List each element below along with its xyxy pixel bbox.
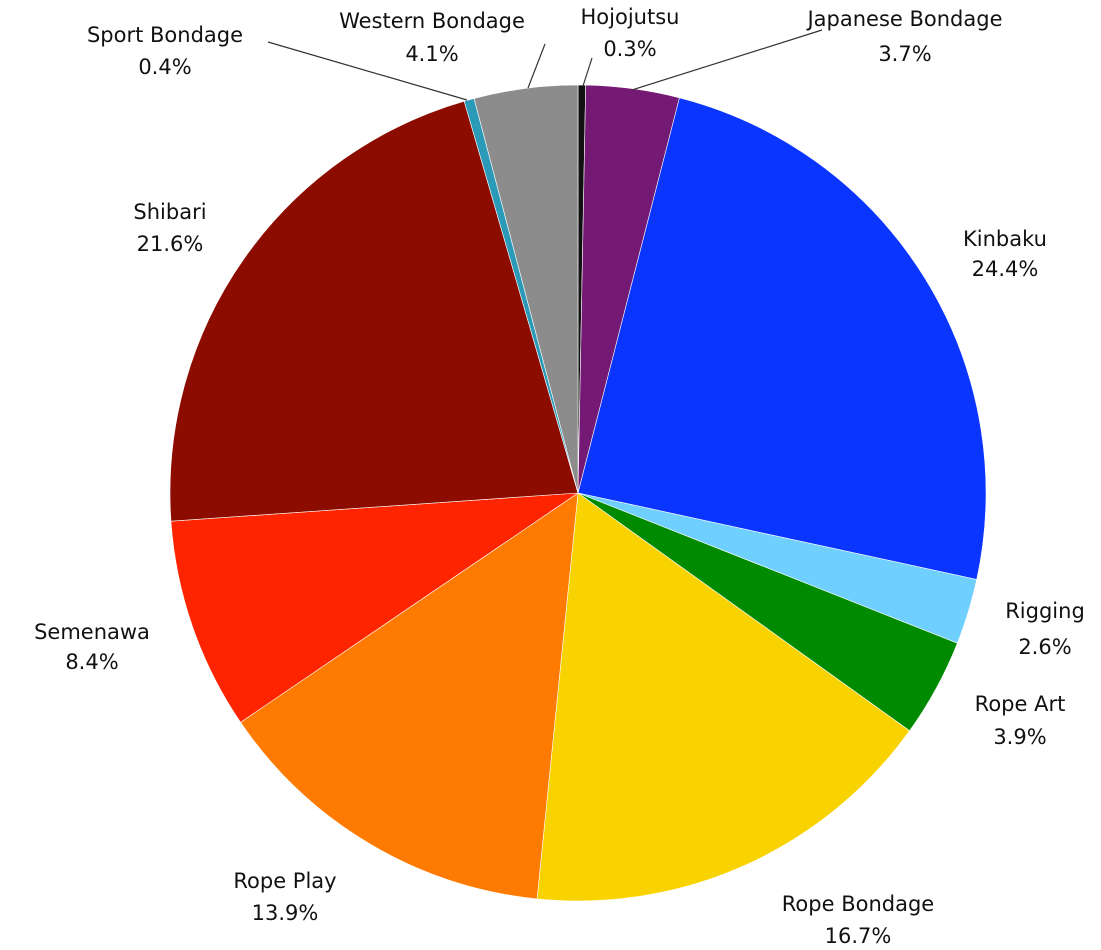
pie-slice xyxy=(240,492,579,900)
pie-slice xyxy=(169,100,579,522)
leader-line xyxy=(527,43,546,89)
slice-value: 2.6% xyxy=(1018,635,1071,659)
slice-label: Sport Bondage xyxy=(87,23,243,47)
slice-value: 0.3% xyxy=(603,37,656,61)
slice-value: 0.4% xyxy=(138,55,191,79)
slice-value: 3.9% xyxy=(993,725,1046,749)
leader-line xyxy=(631,29,823,91)
pie-slice xyxy=(473,84,579,494)
slice-label: Japanese Bondage xyxy=(805,7,1002,31)
slice-label: Western Bondage xyxy=(339,9,525,33)
slice-value: 21.6% xyxy=(137,232,204,256)
slice-label: Rope Art xyxy=(975,692,1066,716)
slice-value: 24.4% xyxy=(972,257,1039,281)
slice-label: Rope Play xyxy=(233,869,336,893)
slice-value: 13.9% xyxy=(252,901,319,925)
slice-value: 16.7% xyxy=(825,924,892,948)
leader-line xyxy=(582,57,593,87)
slice-label: Rigging xyxy=(1005,599,1085,623)
slice-label: Semenawa xyxy=(34,620,150,644)
slice-value: 4.1% xyxy=(405,42,458,66)
slice-value: 8.4% xyxy=(65,650,118,674)
slice-value: 3.7% xyxy=(878,42,931,66)
pie-slice xyxy=(170,492,580,723)
pie-slice xyxy=(536,492,910,902)
leader-line xyxy=(267,41,468,101)
slice-label: Hojojutsu xyxy=(581,5,680,29)
slice-label: Kinbaku xyxy=(963,227,1047,251)
slice-label: Rope Bondage xyxy=(782,892,934,916)
slice-label: Shibari xyxy=(133,200,206,224)
pie-slice xyxy=(577,97,987,580)
